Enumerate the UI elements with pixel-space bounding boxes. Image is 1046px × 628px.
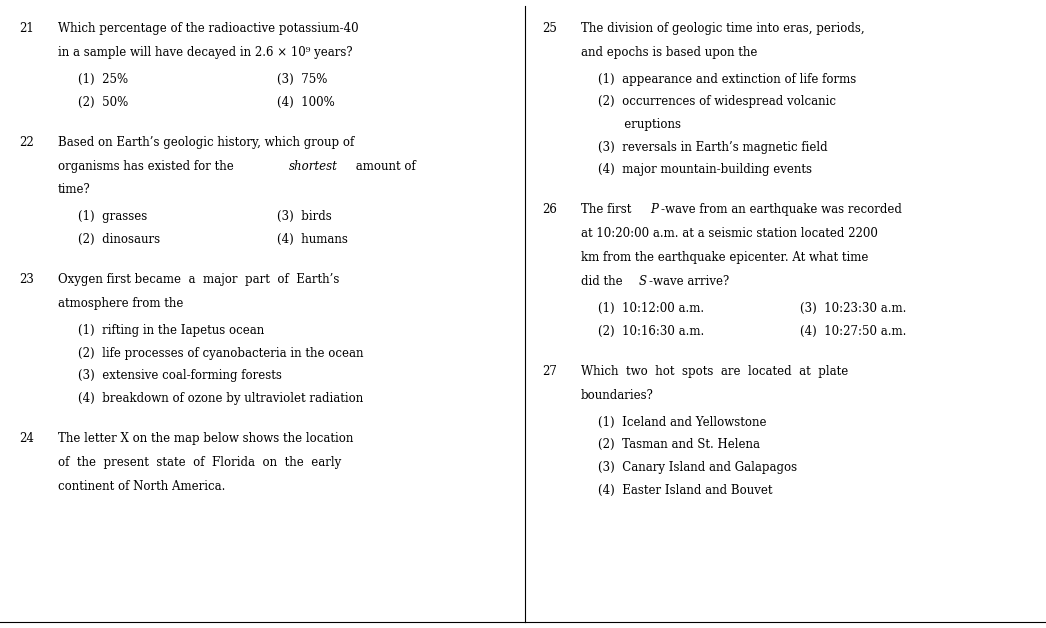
Text: (1)  appearance and extinction of life forms: (1) appearance and extinction of life fo… <box>598 73 857 86</box>
Text: The letter X on the map below shows the location: The letter X on the map below shows the … <box>58 432 353 445</box>
Text: (4)  10:27:50 a.m.: (4) 10:27:50 a.m. <box>800 325 907 338</box>
Text: did the: did the <box>581 275 626 288</box>
Text: P: P <box>651 203 658 217</box>
Text: Which  two  hot  spots  are  located  at  plate: Which two hot spots are located at plate <box>581 365 847 378</box>
Text: (2)  life processes of cyanobacteria in the ocean: (2) life processes of cyanobacteria in t… <box>78 347 364 360</box>
Text: time?: time? <box>58 183 90 197</box>
Text: (2)  50%: (2) 50% <box>78 95 129 109</box>
Text: shortest: shortest <box>289 160 338 173</box>
Text: 25: 25 <box>542 22 556 35</box>
Text: (4)  Easter Island and Bouvet: (4) Easter Island and Bouvet <box>598 484 773 497</box>
Text: (2)  occurrences of widespread volcanic: (2) occurrences of widespread volcanic <box>598 95 837 109</box>
Text: 24: 24 <box>19 432 33 445</box>
Text: of  the  present  state  of  Florida  on  the  early: of the present state of Florida on the e… <box>58 456 341 469</box>
Text: (2)  10:16:30 a.m.: (2) 10:16:30 a.m. <box>598 325 705 338</box>
Text: (4)  100%: (4) 100% <box>277 95 335 109</box>
Text: 23: 23 <box>19 273 33 286</box>
Text: and epochs is based upon the: and epochs is based upon the <box>581 46 757 59</box>
Text: eruptions: eruptions <box>598 118 681 131</box>
Text: (1)  10:12:00 a.m.: (1) 10:12:00 a.m. <box>598 302 704 315</box>
Text: (3)  birds: (3) birds <box>277 210 332 224</box>
Text: S: S <box>639 275 647 288</box>
Text: 21: 21 <box>19 22 33 35</box>
Text: -wave from an earthquake was recorded: -wave from an earthquake was recorded <box>660 203 902 217</box>
Text: (4)  major mountain-building events: (4) major mountain-building events <box>598 163 813 176</box>
Text: continent of North America.: continent of North America. <box>58 480 225 493</box>
Text: at 10:20:00 a.m. at a seismic station located 2200: at 10:20:00 a.m. at a seismic station lo… <box>581 227 878 241</box>
Text: -wave arrive?: -wave arrive? <box>650 275 730 288</box>
Text: (4)  humans: (4) humans <box>277 233 348 246</box>
Text: (2)  Tasman and St. Helena: (2) Tasman and St. Helena <box>598 438 760 452</box>
Text: (3)  reversals in Earth’s magnetic field: (3) reversals in Earth’s magnetic field <box>598 141 828 154</box>
Text: 22: 22 <box>19 136 33 149</box>
Text: The division of geologic time into eras, periods,: The division of geologic time into eras,… <box>581 22 864 35</box>
Text: km from the earthquake epicenter. At what time: km from the earthquake epicenter. At wha… <box>581 251 868 264</box>
Text: (1)  grasses: (1) grasses <box>78 210 147 224</box>
Text: 27: 27 <box>542 365 556 378</box>
Text: (3)  75%: (3) 75% <box>277 73 327 86</box>
Text: (1)  25%: (1) 25% <box>78 73 129 86</box>
Text: Which percentage of the radioactive potassium-40: Which percentage of the radioactive pota… <box>58 22 358 35</box>
Text: in a sample will have decayed in 2.6 × 10⁹ years?: in a sample will have decayed in 2.6 × 1… <box>58 46 353 59</box>
Text: (4)  breakdown of ozone by ultraviolet radiation: (4) breakdown of ozone by ultraviolet ra… <box>78 392 364 405</box>
Text: (3)  extensive coal-forming forests: (3) extensive coal-forming forests <box>78 369 282 382</box>
Text: The first: The first <box>581 203 635 217</box>
Text: boundaries?: boundaries? <box>581 389 654 402</box>
Text: (1)  Iceland and Yellowstone: (1) Iceland and Yellowstone <box>598 416 767 429</box>
Text: Based on Earth’s geologic history, which group of: Based on Earth’s geologic history, which… <box>58 136 354 149</box>
Text: (3)  10:23:30 a.m.: (3) 10:23:30 a.m. <box>800 302 907 315</box>
Text: Oxygen first became  a  major  part  of  Earth’s: Oxygen first became a major part of Eart… <box>58 273 339 286</box>
Text: atmosphere from the: atmosphere from the <box>58 297 183 310</box>
Text: (3)  Canary Island and Galapagos: (3) Canary Island and Galapagos <box>598 461 797 474</box>
Text: (1)  rifting in the Iapetus ocean: (1) rifting in the Iapetus ocean <box>78 324 265 337</box>
Text: amount of: amount of <box>353 160 416 173</box>
Text: 26: 26 <box>542 203 556 217</box>
Text: (2)  dinosaurs: (2) dinosaurs <box>78 233 161 246</box>
Text: organisms has existed for the: organisms has existed for the <box>58 160 237 173</box>
